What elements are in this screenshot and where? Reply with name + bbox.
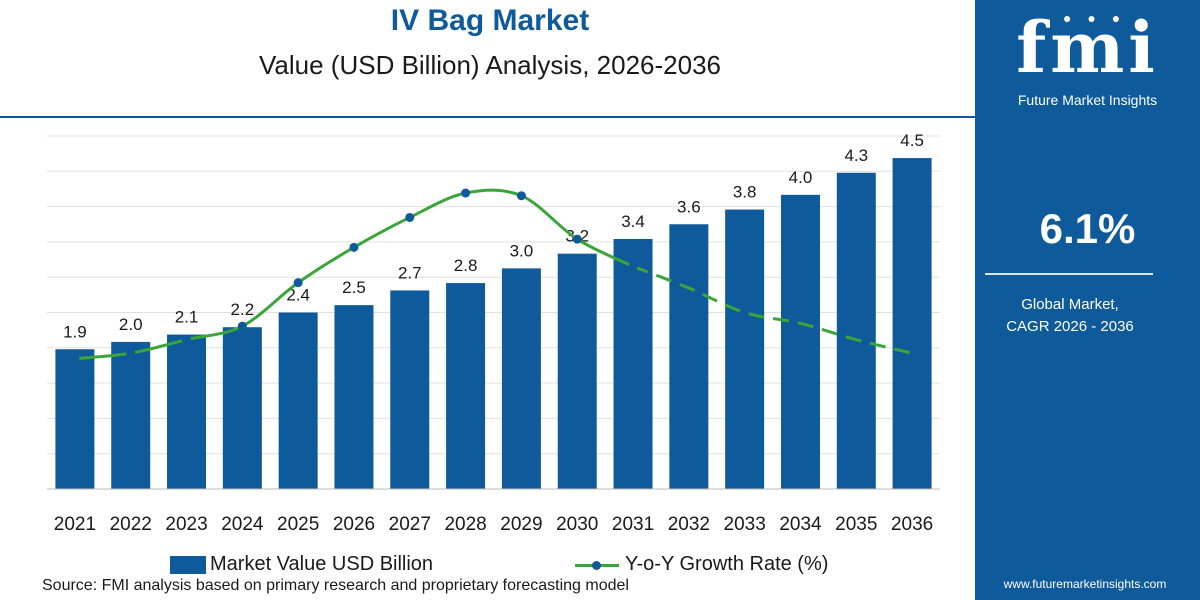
- growth-point-2031: [628, 261, 638, 271]
- legend-item-growth-rate: Y-o-Y Growth Rate (%): [575, 553, 828, 576]
- sidebar-panel: ● ● ● fmi Future Market Insights 6.1% Gl…: [975, 0, 1200, 600]
- bar-value-label: 3.8: [733, 183, 757, 202]
- growth-point-2025: [293, 278, 303, 288]
- legend-label-market-value: Market Value USD Billion: [210, 553, 434, 575]
- cagr-label: Global Market, CAGR 2026 - 2036: [975, 294, 1165, 338]
- bar-value-label: 4.3: [844, 146, 868, 165]
- growth-point-2027: [405, 212, 415, 222]
- bar-2027: [390, 290, 430, 489]
- growth-line-dashed: [632, 264, 913, 355]
- bar-2023: [167, 334, 207, 489]
- x-tick-label: 2021: [54, 514, 96, 535]
- bar-value-label: 2.7: [398, 263, 422, 282]
- x-tick-label: 2036: [891, 514, 933, 535]
- chart-area: 1.9 2021 2.0 2022 2.1 2023 2.2 2024 2.4 2025 2.5 20…: [47, 131, 940, 535]
- brand-name: Future Market Insights: [1017, 92, 1158, 108]
- x-tick-label: 2030: [556, 514, 598, 535]
- legend-label-growth-rate: Y-o-Y Growth Rate (%): [625, 553, 829, 575]
- x-tick-label: 2035: [835, 514, 877, 535]
- growth-point-2026: [349, 242, 359, 252]
- x-tick-label: 2025: [277, 514, 319, 535]
- logo-globe-icons: ● ● ●: [1063, 10, 1127, 26]
- legend-line-swatch: [575, 556, 619, 574]
- bar-2022: [111, 341, 151, 489]
- bar-2024: [222, 327, 262, 489]
- cagr-label-line2: CAGR 2026 - 2036: [1006, 318, 1134, 335]
- bar-2026: [334, 305, 374, 489]
- bar-2032: [669, 224, 709, 489]
- x-tick-label: 2022: [110, 514, 152, 535]
- bar-value-label: 1.9: [63, 322, 87, 341]
- growth-point-2022: [126, 348, 136, 358]
- cagr-value: 6.1%: [1039, 205, 1136, 252]
- bar-value-label: 2.5: [342, 278, 366, 297]
- bar-value-label: 3.0: [510, 241, 534, 260]
- growth-point-2024: [237, 321, 247, 331]
- bar-2028: [446, 283, 486, 489]
- x-tick-label: 2024: [221, 514, 264, 535]
- bar-2030: [557, 253, 597, 489]
- bar-2033: [725, 209, 765, 489]
- bar-2035: [836, 172, 876, 490]
- growth-point-2021: [70, 354, 80, 364]
- fmi-logo: fmi: [1016, 6, 1159, 89]
- x-tick-label: 2029: [500, 514, 542, 535]
- growth-point-2028: [461, 188, 471, 198]
- bar-2025: [278, 312, 318, 489]
- chart-subtitle: Value (USD Billion) Analysis, 2026-2036: [259, 50, 721, 80]
- bar-value-label: 2.8: [454, 256, 478, 275]
- x-tick-label: 2033: [724, 514, 766, 535]
- bar-value-label: 2.2: [231, 300, 255, 319]
- bar-value-label: 3.4: [621, 212, 645, 231]
- bar-value-label: 2.0: [119, 315, 143, 334]
- growth-point-2029: [516, 191, 526, 201]
- bar-2034: [780, 194, 820, 489]
- bar-value-label: 2.1: [175, 308, 199, 327]
- legend-item-market-value: Market Value USD Billion: [170, 553, 433, 576]
- bar-value-label: 3.6: [677, 197, 701, 216]
- x-tick-label: 2027: [389, 514, 431, 535]
- x-tick-label: 2034: [779, 514, 822, 535]
- source-note: Source: FMI analysis based on primary re…: [42, 577, 629, 594]
- growth-point-2030: [572, 234, 582, 244]
- bar-2029: [501, 268, 541, 489]
- bar-2021: [55, 349, 95, 489]
- bar-value-label: 4.5: [900, 131, 924, 150]
- x-tick-label: 2023: [165, 514, 207, 535]
- x-tick-label: 2026: [333, 514, 375, 535]
- cagr-label-line1: Global Market,: [1021, 296, 1119, 313]
- growth-point-2023: [182, 335, 192, 345]
- bar-2031: [613, 238, 653, 489]
- bar-value-label: 4.0: [789, 168, 813, 187]
- x-tick-label: 2032: [668, 514, 710, 535]
- bar-value-label: 2.4: [286, 286, 310, 305]
- x-tick-label: 2028: [444, 514, 486, 535]
- legend-bar-swatch: [170, 555, 206, 574]
- website-url: www.futuremarketinsights.com: [1003, 577, 1167, 591]
- bar-2036: [892, 158, 932, 489]
- chart-title: IV Bag Market: [390, 4, 590, 37]
- title-divider: [0, 116, 975, 118]
- x-tick-label: 2031: [612, 514, 654, 535]
- cagr-divider: [985, 273, 1153, 275]
